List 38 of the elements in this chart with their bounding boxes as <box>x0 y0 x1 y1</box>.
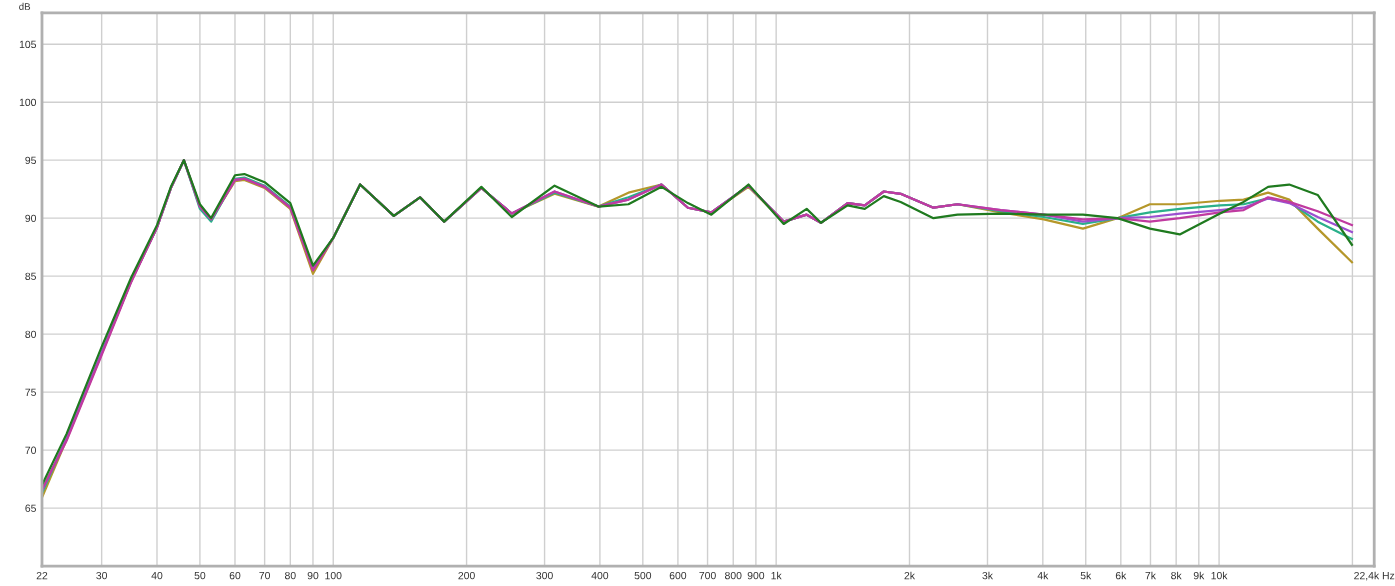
x-tick-label: 60 <box>229 571 241 580</box>
y-tick-label: 90 <box>25 214 37 223</box>
x-tick-label: 600 <box>669 571 687 580</box>
x-tick-label: 50 <box>194 571 206 580</box>
x-tick-label: 7k <box>1145 571 1156 580</box>
x-tick-label: 22 <box>36 571 48 580</box>
x-tick-label: 22,4k Hz <box>1354 571 1395 581</box>
x-tick-label: 800 <box>725 571 742 580</box>
x-tick-label: 900 <box>747 571 765 580</box>
x-tick-label: 6k <box>1115 571 1127 580</box>
y-tick-label: 100 <box>19 98 37 107</box>
x-tick-label: 300 <box>536 571 553 580</box>
y-tick-label: 65 <box>25 504 36 512</box>
x-tick-label: 700 <box>699 571 716 580</box>
x-tick-label: 2k <box>904 571 916 580</box>
y-tick-label: 105 <box>19 40 36 49</box>
x-tick-label: 30 <box>96 571 108 580</box>
y-tick-label: 80 <box>25 330 37 339</box>
x-tick-label: 400 <box>591 571 609 580</box>
x-tick-label: 200 <box>458 571 475 580</box>
y-tick-label: 70 <box>25 446 37 454</box>
x-tick-label: 100 <box>325 571 342 580</box>
x-tick-label: 5k <box>1080 571 1092 580</box>
x-tick-label: 80 <box>284 571 296 580</box>
y-axis-title: dB <box>19 2 31 10</box>
y-tick-label: 95 <box>25 156 36 165</box>
x-tick-label: 8k <box>1171 571 1182 580</box>
x-tick-label: 10k <box>1211 571 1228 580</box>
x-tick-label: 9k <box>1193 571 1205 580</box>
x-tick-label: 1k <box>771 571 782 580</box>
x-tick-label: 4k <box>1037 571 1049 580</box>
x-tick-label: 40 <box>151 571 163 580</box>
x-tick-label: 3k <box>982 571 994 580</box>
x-tick-label: 90 <box>307 571 319 580</box>
x-tick-label: 500 <box>634 571 652 580</box>
x-tick-label: 70 <box>259 571 271 580</box>
y-tick-label: 85 <box>25 272 36 281</box>
y-tick-label: 75 <box>25 388 36 396</box>
